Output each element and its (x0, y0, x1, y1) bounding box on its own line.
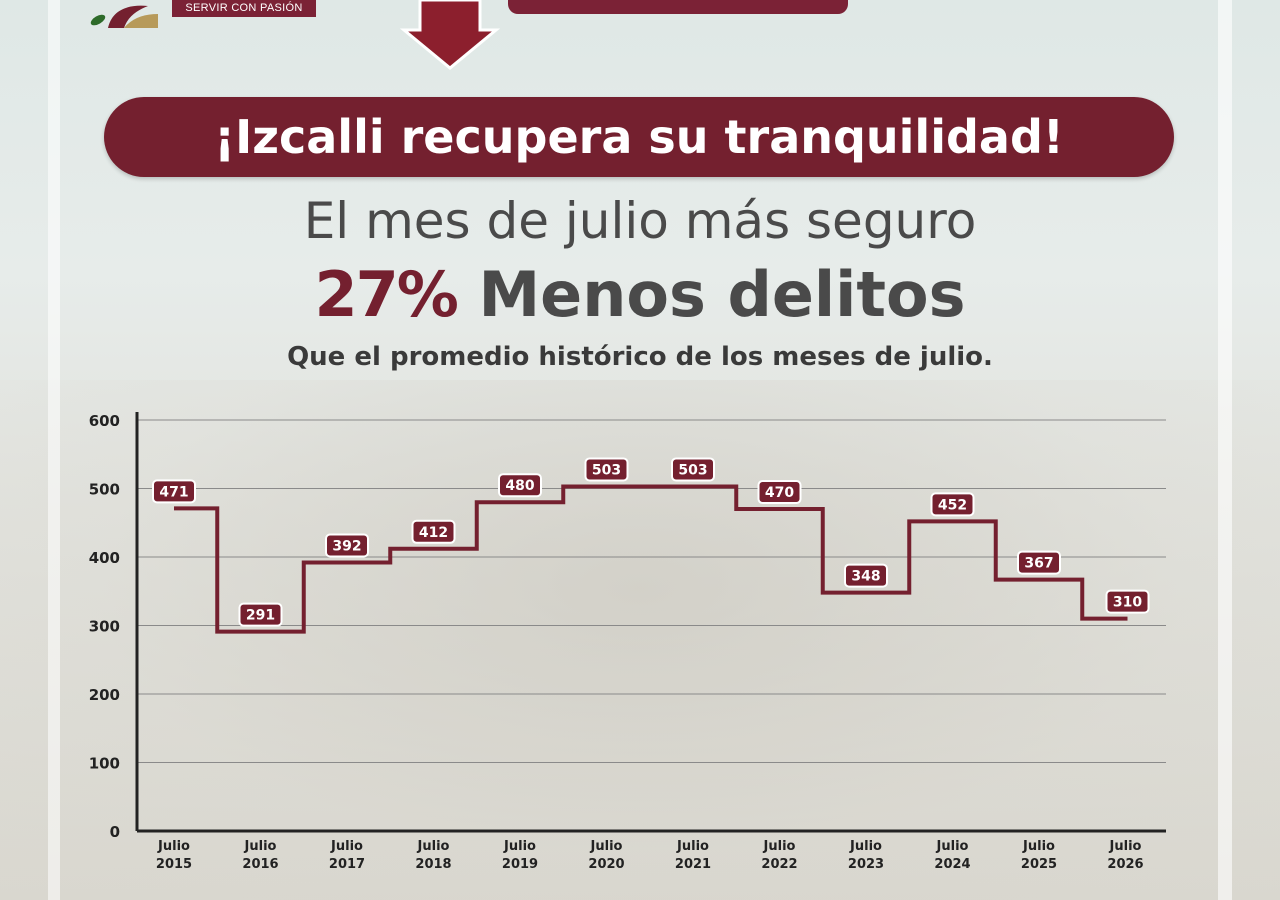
value-label: 503 (678, 462, 707, 478)
value-label-box (930, 492, 975, 517)
x-tick-label-year: 2021 (675, 857, 711, 872)
headline-text: ¡Izcalli recupera su tranquilidad! (214, 110, 1064, 164)
tagline: SERVIR CON PASIÓN (172, 0, 316, 17)
y-tick-label: 300 (89, 618, 120, 636)
subtitle: El mes de julio más seguro (303, 192, 977, 250)
series-step-line (174, 484, 1128, 634)
value-label-box (1017, 550, 1061, 575)
x-tick-label-month: Julio (676, 839, 709, 854)
x-tick-label-month: Julio (330, 839, 363, 854)
stat-note: Que el promedio histórico de los meses d… (287, 342, 993, 372)
x-tick-label-year: 2023 (848, 857, 884, 872)
x-tick-label-month: Julio (1022, 839, 1055, 854)
x-tick-label-month: Julio (936, 839, 969, 854)
value-label: 348 (851, 569, 880, 585)
x-tick-label-month: Julio (244, 839, 277, 854)
value-label: 412 (419, 525, 448, 541)
stat-line: 27% Menos delitos (0, 258, 1280, 331)
value-label-box (1105, 589, 1150, 614)
x-tick-label-month: Julio (503, 839, 536, 854)
value-label: 471 (159, 484, 188, 500)
top-badge (508, 0, 848, 14)
x-tick-label-year: 2019 (502, 857, 538, 872)
value-label-box (498, 473, 542, 498)
x-tick-label-month: Julio (157, 839, 190, 854)
value-label-box (411, 519, 456, 544)
x-tick-label-year: 2024 (934, 857, 970, 872)
x-tick-label-year: 2015 (156, 857, 192, 872)
left-frame-stripe (48, 0, 60, 900)
crime-step-chart: 0 100 200 300 400 500 600 471 291 392 412 480 503 503… (89, 412, 1166, 872)
x-tick-label-month: Julio (590, 839, 623, 854)
value-label-box (844, 563, 888, 588)
headline-banner: ¡Izcalli recupera su tranquilidad! (104, 97, 1174, 177)
municipal-logo (90, 5, 158, 28)
x-tick-label-year: 2022 (761, 857, 797, 872)
x-tick-label-year: 2018 (415, 857, 451, 872)
right-frame-stripe (1218, 0, 1232, 900)
background-haze (0, 380, 1280, 900)
value-label: 470 (765, 485, 794, 501)
y-tick-label: 600 (89, 412, 120, 430)
y-tick-label: 100 (89, 755, 120, 773)
value-label-box (671, 457, 715, 482)
value-label: 367 (1024, 556, 1053, 572)
y-tick-label: 200 (89, 686, 120, 704)
stat-percent: 27% (314, 258, 458, 331)
x-tick-label-year: 2020 (588, 857, 624, 872)
x-tick-label-year: 2016 (242, 857, 278, 872)
value-label: 480 (505, 478, 534, 494)
value-label-box (238, 602, 283, 627)
value-label-box (584, 457, 629, 482)
value-label: 503 (592, 462, 621, 478)
value-label-box (325, 533, 369, 558)
value-label-box (152, 479, 196, 504)
y-tick-label: 500 (89, 481, 120, 499)
value-label: 291 (246, 608, 275, 624)
x-tick-label-month: Julio (417, 839, 450, 854)
x-tick-label-month: Julio (763, 839, 796, 854)
x-tick-label-month: Julio (849, 839, 882, 854)
x-tick-label-year: 2017 (329, 857, 365, 872)
x-tick-label-year: 2025 (1021, 857, 1057, 872)
value-label: 310 (1113, 595, 1142, 611)
value-label-box (757, 480, 802, 505)
y-tick-label: 0 (110, 823, 120, 841)
x-tick-label-month: Julio (1109, 839, 1142, 854)
y-tick-label: 400 (89, 549, 120, 567)
value-label: 452 (938, 497, 967, 513)
stat-text: Menos delitos (478, 258, 966, 331)
x-tick-label-year: 2026 (1107, 857, 1143, 872)
down-arrow-icon (400, 0, 500, 70)
value-label: 392 (332, 538, 361, 554)
